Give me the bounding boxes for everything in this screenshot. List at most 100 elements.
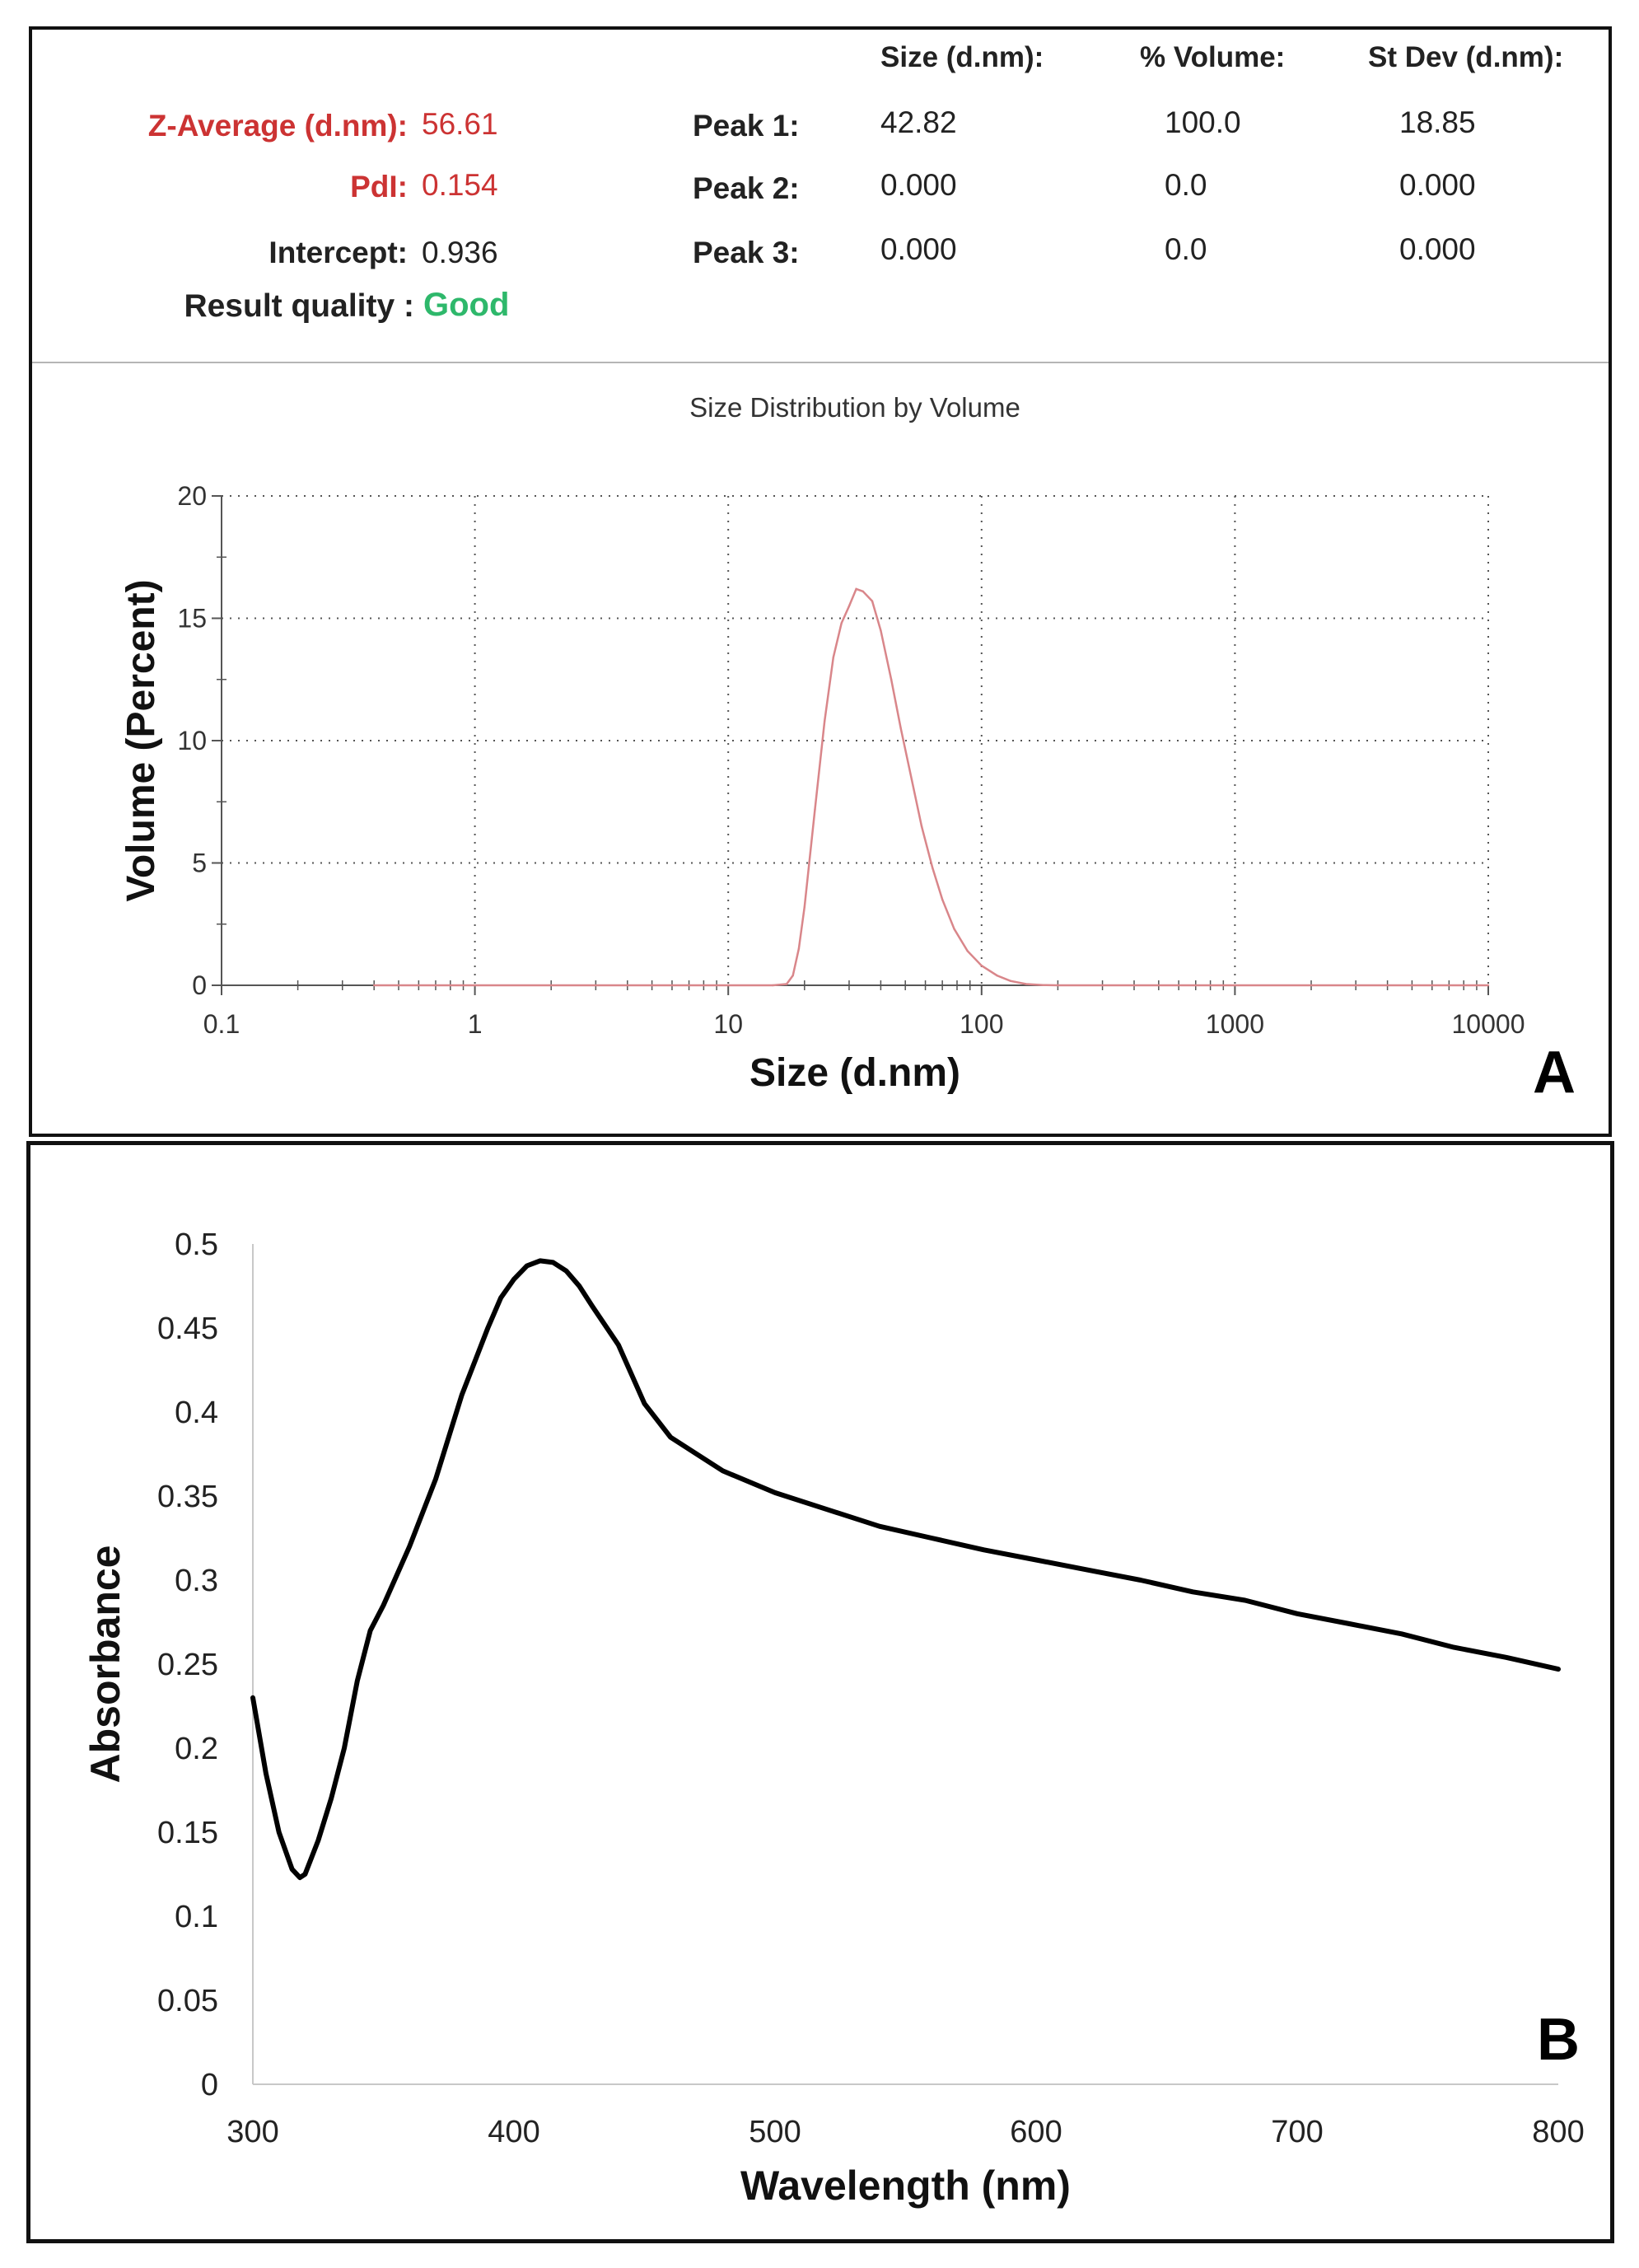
chart-b-data-point — [302, 1872, 307, 1877]
chart-b-ytick-label: 0.05 — [157, 1984, 218, 2018]
chart-a-data-point — [474, 984, 476, 987]
chart-a-data-point — [931, 867, 934, 869]
chart-b-data-point — [264, 1771, 268, 1776]
chart-a-ytick-label: 0 — [192, 970, 207, 1000]
chart-a-data-point — [966, 950, 969, 952]
chart-a-panel-label: A — [1533, 1040, 1576, 1106]
chart-a-data-point — [832, 656, 835, 659]
chart-b-data-point — [1243, 1597, 1248, 1602]
peak-2-size: 0.000 — [880, 168, 957, 202]
chart-a-data-point — [848, 605, 851, 607]
intercept-label: Intercept: — [268, 236, 408, 269]
z-average-label: Z-Average (d.nm): — [147, 109, 408, 143]
chart-b-ytick-label: 0.1 — [175, 1900, 218, 1934]
peaks-header-stdev: St Dev (d.nm): — [1368, 41, 1564, 73]
chart-b-data-point — [315, 1838, 320, 1843]
chart-b-data-point — [668, 1435, 673, 1440]
chart-a-data-point — [980, 965, 983, 967]
chart-b-data-point — [1190, 1589, 1195, 1594]
chart-b-xtick-label: 300 — [226, 2115, 278, 2149]
peak-1-label: Peak 1: — [693, 109, 800, 143]
chart-a-data-point — [791, 974, 794, 977]
chart-b-y-label: Absorbance — [82, 1546, 128, 1784]
chart-a-y-label: Volume (Percent) — [119, 579, 163, 901]
peak-2-volume: 0.0 — [1165, 168, 1207, 202]
chart-b-data-point — [1295, 1611, 1300, 1616]
chart-b-ytick-label: 0.45 — [157, 1312, 218, 1346]
chart-a-xtick-label: 100 — [960, 1009, 1003, 1039]
pdi-value: 0.154 — [422, 168, 498, 202]
chart-b-data-point — [1556, 1667, 1561, 1672]
chart-a-data-point — [880, 629, 882, 632]
peaks-header-size: Size (d.nm): — [880, 41, 1044, 73]
chart-b-ytick-label: 0.25 — [157, 1648, 218, 1682]
chart-b-data-point — [1086, 1568, 1090, 1573]
chart-a-data-point — [899, 727, 902, 730]
z-average-value: 56.61 — [422, 107, 498, 141]
chart-b-data-point — [1347, 1621, 1352, 1626]
chart-b-xtick-label: 700 — [1271, 2115, 1323, 2149]
pdi-label: PdI: — [350, 170, 408, 203]
chart-a-data-point — [1487, 984, 1490, 987]
panel-b-uv-vis: 300 400 500 600 700 800 0 0.05 0.1 0.15 0.2 0.25 0.3… — [26, 1141, 1614, 2243]
chart-b-data-point — [297, 1875, 302, 1880]
chart-b-data-point — [538, 1258, 543, 1263]
peak-3-size: 0.000 — [880, 232, 957, 266]
chart-b-ytick-label: 0.35 — [157, 1480, 218, 1514]
chart-a-data-point — [814, 807, 816, 811]
chart-b-data-point — [368, 1628, 373, 1633]
chart-a-data-point — [797, 947, 801, 950]
chart-b-series-line — [250, 1258, 1561, 1881]
chart-a-data-point — [1009, 980, 1012, 982]
chart-a-series-line — [374, 587, 1488, 987]
chart-b-panel-label: B — [1537, 2007, 1580, 2073]
intercept-value: 0.936 — [422, 236, 498, 269]
result-quality-value: Good — [423, 287, 510, 323]
chart-b-data-point — [460, 1393, 465, 1398]
chart-b-data-point — [381, 1603, 385, 1608]
chart-a-data-point — [910, 779, 913, 781]
chart-a-data-point — [823, 720, 826, 722]
chart-b-ytick-label: 0.15 — [157, 1816, 218, 1850]
chart-a-data-point — [1025, 983, 1028, 985]
chart-b-data-point — [433, 1477, 438, 1482]
peak-1-volume: 100.0 — [1165, 105, 1241, 139]
chart-b-data-point — [721, 1468, 726, 1473]
chart-b-data-point — [577, 1284, 581, 1288]
chart-a-data-point — [803, 905, 805, 909]
chart-a-data-point — [1057, 984, 1059, 987]
chart-b-xtick-label: 800 — [1532, 2115, 1584, 2149]
chart-b-data-point — [824, 1507, 829, 1512]
chart-b-ytick-label: 0.3 — [175, 1564, 218, 1598]
chart-b-ytick-label: 0.5 — [175, 1228, 218, 1262]
chart-b-data-point — [485, 1326, 490, 1330]
chart-a-xtick-label: 1 — [468, 1009, 483, 1039]
chart-b-xtick-label: 600 — [1010, 2115, 1062, 2149]
peak-2-stdev: 0.000 — [1399, 168, 1476, 202]
chart-b-ytick-label: 0.2 — [175, 1732, 218, 1766]
peak-1-stdev: 18.85 — [1399, 105, 1476, 139]
chart-a-data-point — [890, 678, 893, 680]
result-quality-label: Result quality : — [184, 288, 414, 324]
chart-b-data-point — [1451, 1645, 1456, 1650]
chart-b-data-point — [1399, 1631, 1404, 1636]
chart-a-data-point — [727, 984, 730, 987]
peak-3-label: Peak 3: — [693, 236, 800, 269]
chart-b-data-point — [982, 1547, 987, 1552]
chart-a-ytick-label: 15 — [177, 604, 207, 634]
chart-b-data-point — [498, 1295, 503, 1300]
chart-b-data-point — [329, 1796, 334, 1801]
chart-a-xtick-label: 10000 — [1452, 1009, 1525, 1039]
chart-a-data-point — [941, 898, 944, 901]
chart-b-data-point — [1504, 1655, 1509, 1660]
chart-b-data-point — [525, 1264, 530, 1269]
chart-b-data-point — [511, 1277, 516, 1282]
panel-a-dls-report: Z-Average (d.nm): 56.61 PdI: 0.154 Inter… — [29, 26, 1612, 1137]
chart-b-data-point — [407, 1544, 412, 1549]
chart-b-data-point — [563, 1269, 568, 1274]
chart-a-xtick-label: 10 — [713, 1009, 743, 1039]
chart-a-data-point — [651, 984, 653, 987]
chart-b-x-label: Wavelength (nm) — [740, 2163, 1071, 2209]
peak-1-size: 42.82 — [880, 105, 957, 139]
